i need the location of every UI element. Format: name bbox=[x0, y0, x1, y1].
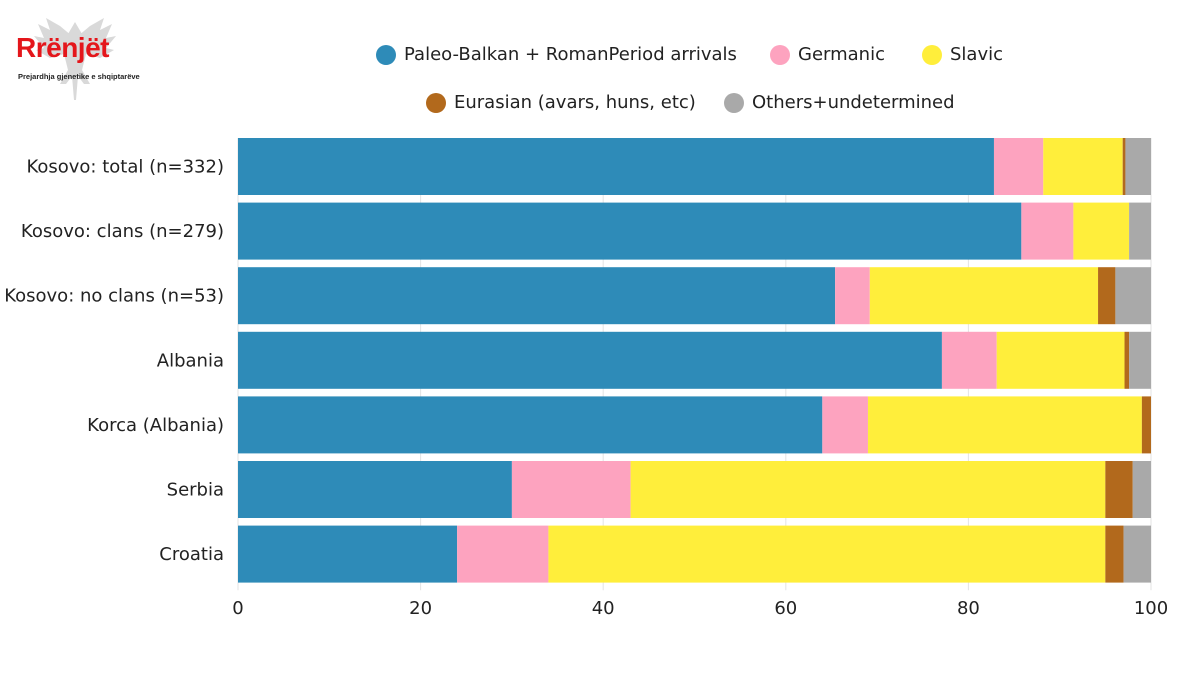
bar-segment bbox=[941, 331, 997, 389]
bar-segment bbox=[835, 267, 870, 325]
x-tick-label: 60 bbox=[774, 598, 797, 619]
bar-segment bbox=[1021, 202, 1074, 260]
bar-segment bbox=[238, 138, 994, 195]
legend-swatch bbox=[376, 44, 396, 65]
bar-segment bbox=[1129, 331, 1151, 389]
legend-item-paleo-balkan: Paleo-Balkan + RomanPeriod arrivals bbox=[376, 44, 737, 65]
bar-segment bbox=[457, 525, 549, 583]
chart-legend: Paleo-Balkan + RomanPeriod arrivals Germ… bbox=[0, 0, 1200, 130]
bar-segment bbox=[548, 525, 1106, 583]
bar-segment bbox=[511, 461, 631, 518]
bar-segment bbox=[1123, 525, 1151, 583]
bar-segment bbox=[238, 267, 836, 325]
bar-segment bbox=[1073, 202, 1130, 260]
category-label: Kosovo: total (n=332) bbox=[26, 157, 224, 178]
bar-segment bbox=[996, 331, 1125, 389]
legend-swatch bbox=[922, 44, 942, 65]
x-tick-label: 100 bbox=[1134, 598, 1168, 619]
bar-segment bbox=[238, 331, 942, 389]
bar-segment bbox=[630, 461, 1106, 518]
legend-label: Others+undetermined bbox=[752, 92, 955, 113]
x-tick-label: 40 bbox=[592, 598, 615, 619]
logo-tagline: Prejardhja gjenetike e shqiptarëve bbox=[18, 72, 140, 81]
bar-segment bbox=[1115, 267, 1151, 325]
category-label: Croatia bbox=[159, 544, 224, 565]
eagle-emblem-icon bbox=[34, 18, 116, 100]
category-label: Korca (Albania) bbox=[87, 415, 224, 436]
x-tick-label: 0 bbox=[232, 598, 243, 619]
logo: Rrënjët Prejardhja gjenetike e shqiptarë… bbox=[10, 14, 140, 104]
bar-segment bbox=[1129, 202, 1151, 260]
bar-segment bbox=[1124, 331, 1130, 389]
logo-brand: Rrënjët bbox=[16, 32, 109, 63]
bar-segment bbox=[867, 396, 1142, 454]
x-tick-label: 20 bbox=[409, 598, 432, 619]
bar-segment bbox=[1105, 461, 1133, 518]
category-label: Serbia bbox=[167, 480, 224, 501]
legend-label: Eurasian (avars, huns, etc) bbox=[454, 92, 696, 113]
bar-segment bbox=[1141, 396, 1151, 454]
legend-label: Germanic bbox=[798, 44, 885, 65]
legend-item-slavic: Slavic bbox=[922, 44, 1003, 65]
legend-item-germanic: Germanic bbox=[770, 44, 885, 65]
bar-segment bbox=[1098, 267, 1116, 325]
legend-item-eurasian: Eurasian (avars, huns, etc) bbox=[426, 92, 696, 113]
bar-segment bbox=[238, 202, 1022, 260]
category-label: Kosovo: no clans (n=53) bbox=[4, 286, 224, 307]
bar-segment bbox=[238, 396, 823, 454]
bar-segment bbox=[1105, 525, 1124, 583]
bar-segment bbox=[238, 461, 512, 518]
legend-swatch bbox=[770, 44, 790, 65]
legend-swatch bbox=[426, 92, 446, 113]
x-tick-label: 80 bbox=[957, 598, 980, 619]
legend-label: Slavic bbox=[950, 44, 1004, 65]
bar-segment bbox=[869, 267, 1099, 325]
legend-label: Paleo-Balkan + RomanPeriod arrivals bbox=[404, 44, 737, 65]
bar-segment bbox=[1125, 138, 1151, 195]
category-label: Kosovo: clans (n=279) bbox=[21, 221, 224, 242]
bar-segment bbox=[1043, 138, 1123, 195]
legend-swatch bbox=[724, 92, 744, 113]
legend-item-others: Others+undetermined bbox=[724, 92, 955, 113]
bar-segment bbox=[822, 396, 868, 454]
bar-segment bbox=[993, 138, 1044, 195]
bar-segment bbox=[1122, 138, 1126, 195]
bar-segment bbox=[238, 525, 458, 583]
bar-segment bbox=[1132, 461, 1151, 518]
category-label: Albania bbox=[157, 350, 224, 371]
